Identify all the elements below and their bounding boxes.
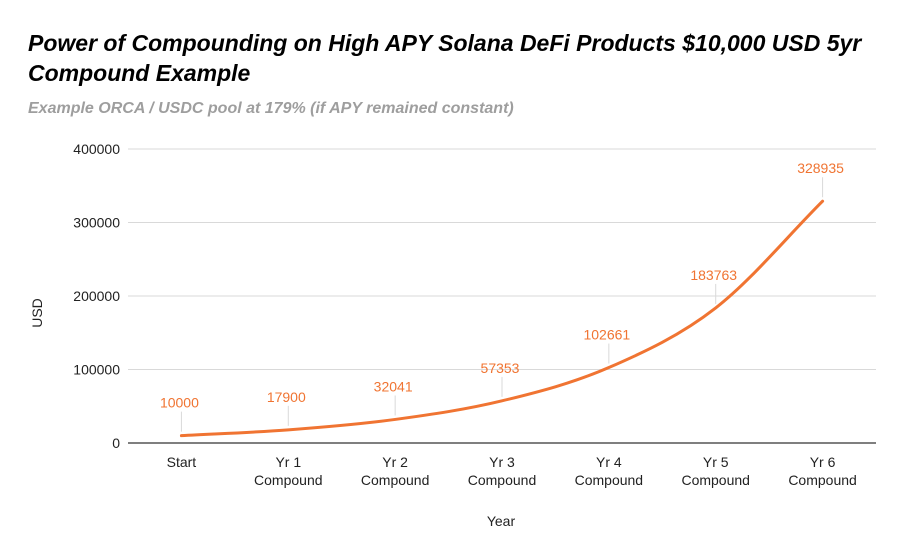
x-tick-label: Yr 2 Compound <box>361 454 430 488</box>
data-label: 32041 <box>374 378 413 394</box>
data-label: 10000 <box>160 395 199 411</box>
series-line <box>179 199 825 438</box>
x-axis-title: Year <box>487 513 516 529</box>
x-tick-label: Yr 6 Compound <box>788 454 857 488</box>
data-label-leaders <box>180 177 824 432</box>
data-label: 17900 <box>267 389 306 405</box>
chart-subtitle: Example ORCA / USDC pool at 179% (if APY… <box>28 100 514 117</box>
y-tick-label: 400000 <box>73 141 120 157</box>
x-tick-label: Yr 3 Compound <box>468 454 537 488</box>
data-label: 328935 <box>797 160 844 176</box>
data-label: 102661 <box>583 327 630 343</box>
x-tick-label: Yr 5 Compound <box>681 454 750 488</box>
x-tick-label: Yr 1 Compound <box>254 454 323 488</box>
y-tick-label: 0 <box>112 435 120 451</box>
data-labels: 10000 17900 32041 57353 102661 183763 328935 <box>160 160 844 410</box>
y-tick-label: 300000 <box>73 215 120 231</box>
y-axis-title: USD <box>29 298 45 328</box>
x-tick-label: Yr 4 Compound <box>575 454 644 488</box>
y-axis-ticks: 0 100000 200000 300000 400000 <box>73 141 120 451</box>
y-tick-label: 100000 <box>73 362 120 378</box>
x-axis-ticks: Start Yr 1 Compound Yr 2 Compound Yr 3 Compoun… <box>167 454 857 488</box>
gridlines <box>128 148 876 444</box>
chart-title: Power of Compounding on High APY Solana … <box>28 30 862 86</box>
data-label: 57353 <box>481 360 520 376</box>
x-tick-label: Start <box>167 454 197 470</box>
data-label: 183763 <box>690 267 737 283</box>
y-tick-label: 200000 <box>73 288 120 304</box>
